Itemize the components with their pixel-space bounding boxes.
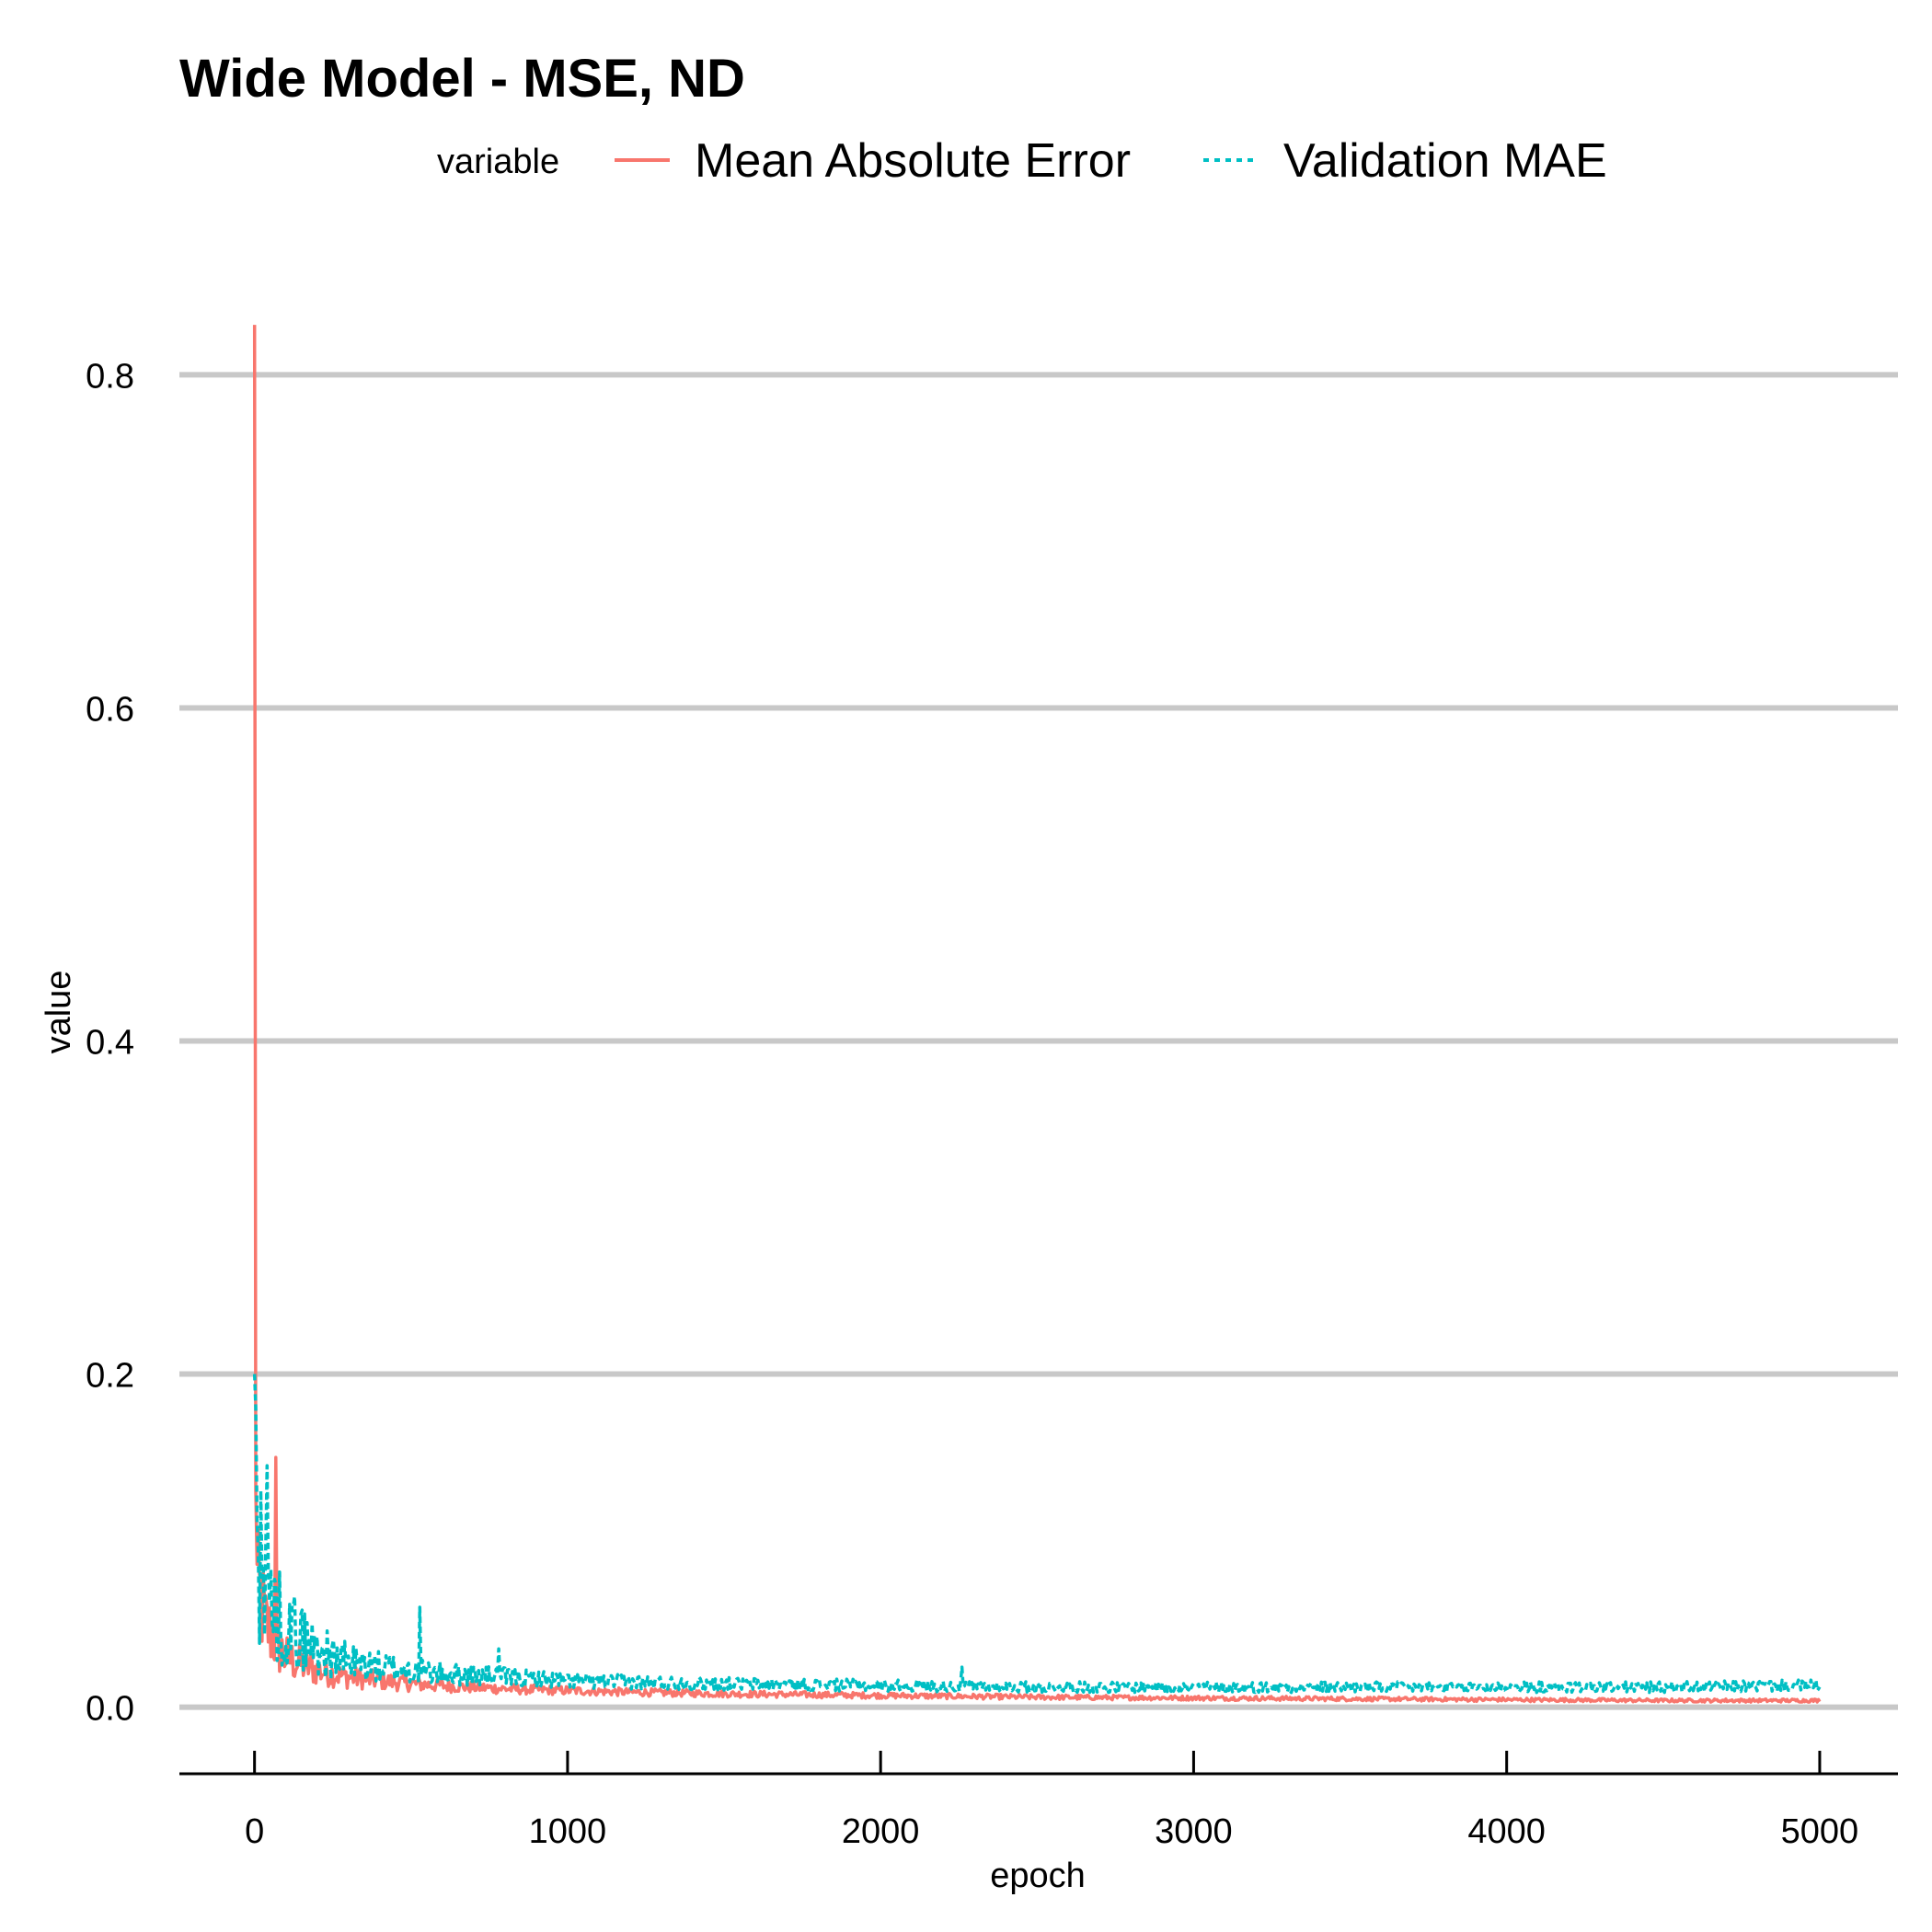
series-line-validation-mae xyxy=(252,1374,1822,1695)
y-tick-label: 0.4 xyxy=(86,1024,134,1063)
legend-label-mean-absolute-error: Mean Absolute Error xyxy=(695,134,1131,188)
y-tick-label: 0.2 xyxy=(86,1357,134,1396)
y-tick-label: 0.0 xyxy=(86,1690,134,1729)
legend-label-validation-mae: Validation MAE xyxy=(1283,134,1607,188)
legend-title: variable xyxy=(437,143,559,181)
x-tick-label: 5000 xyxy=(1781,1812,1859,1851)
plot-area: 0.0 0.2 0.4 0.6 0.8 0 1000 2000 3000 4000 5000 xyxy=(86,325,1898,1851)
x-tick-label: 4000 xyxy=(1467,1812,1546,1851)
x-tick-label: 2000 xyxy=(842,1812,920,1851)
series-line-mean-absolute-error xyxy=(252,325,1822,1704)
legend: variable Mean Absolute Error Validation … xyxy=(437,134,1607,188)
x-tick-label: 0 xyxy=(245,1812,264,1851)
x-tick-label: 1000 xyxy=(529,1812,607,1851)
y-axis-label: value xyxy=(40,971,78,1054)
y-tick-label: 0.6 xyxy=(86,690,134,729)
x-axis-label: epoch xyxy=(990,1857,1086,1895)
chart-title: Wide Model - MSE, ND xyxy=(179,49,745,109)
y-tick-label: 0.8 xyxy=(86,357,134,396)
x-tick-label: 3000 xyxy=(1155,1812,1233,1851)
